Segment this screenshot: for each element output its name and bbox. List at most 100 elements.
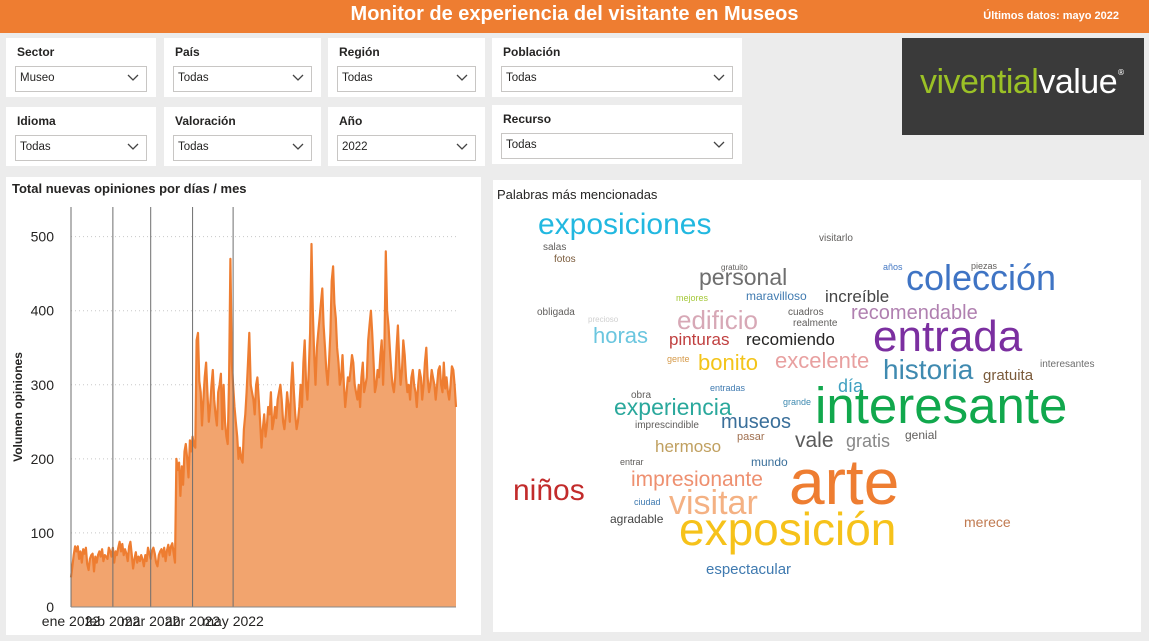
idioma-dropdown[interactable]: Todas (15, 135, 147, 161)
dropdown-value: Todas (342, 72, 373, 84)
wordcloud-word[interactable]: interesante (815, 377, 1068, 434)
wordcloud-word[interactable]: experiencia (614, 394, 732, 420)
logo-part-2: value (1038, 63, 1118, 101)
valoracion-dropdown[interactable]: Todas (173, 135, 312, 161)
wordcloud-word[interactable]: entrada (873, 312, 1023, 361)
wordcloud-word[interactable]: obra (631, 390, 652, 401)
wordcloud-word[interactable]: increíble (825, 287, 890, 306)
chevron-down-icon (713, 74, 725, 81)
wordcloud-word[interactable]: arte (789, 446, 900, 518)
y-tick-label: 500 (31, 229, 55, 245)
y-axis-title: Volumen opiniones (11, 352, 25, 462)
word-cloud[interactable]: exposiciones salas fotos visitarlo personal c… (493, 180, 1141, 632)
wordcloud-word[interactable]: hermoso (655, 437, 722, 456)
top-banner: Monitor de experiencia del visitante en … (0, 0, 1149, 33)
filter-anio: Año 2022 (328, 107, 485, 166)
wordcloud-word[interactable]: visitarlo (819, 233, 853, 244)
filter-label: País (175, 45, 200, 59)
wordcloud-word[interactable]: pinturas (669, 330, 730, 349)
chevron-down-icon (456, 143, 468, 150)
pais-dropdown[interactable]: Todas (173, 66, 312, 92)
wordcloud-word[interactable]: bonito (698, 350, 758, 375)
wordcloud-word[interactable]: entrar (620, 457, 644, 467)
filter-pais: País Todas (164, 38, 321, 97)
wordcloud-word[interactable]: espectacular (706, 561, 792, 578)
last-updated-label: Últimos datos: mayo 2022 (983, 10, 1119, 22)
wordcloud-word[interactable]: gente (667, 354, 690, 364)
wordcloud-word[interactable]: grande (783, 397, 812, 407)
chevron-down-icon (292, 143, 304, 150)
wordcloud-word[interactable]: realmente (793, 318, 838, 329)
dropdown-value: Museo (20, 72, 55, 84)
wordcloud-word[interactable]: edificio (677, 305, 758, 335)
region-dropdown[interactable]: Todas (337, 66, 476, 92)
filter-label: Valoración (175, 114, 236, 128)
wordcloud-word[interactable]: gratis (846, 431, 891, 451)
wordcloud-word[interactable]: precioso (588, 315, 619, 324)
anio-dropdown[interactable]: 2022 (337, 135, 476, 161)
wordcloud-word[interactable]: maravilloso (746, 289, 807, 303)
wordcloud-word[interactable]: genial (905, 428, 938, 442)
wordcloud-word[interactable]: historia (883, 354, 974, 385)
wordcloud-word[interactable]: años (883, 262, 903, 272)
wordcloud-word[interactable]: fotos (554, 254, 576, 265)
page-title: Monitor de experiencia del visitante en … (350, 3, 799, 25)
wordcloud-word[interactable]: recomendable (851, 302, 978, 324)
filter-sector: Sector Museo (6, 38, 156, 97)
x-tick-label: ene 2022 (42, 613, 101, 629)
chevron-down-icon (713, 141, 725, 148)
wordcloud-word[interactable]: niños (513, 474, 585, 507)
wordcloud-word[interactable]: exposiciones (538, 208, 712, 241)
wordcloud-word[interactable]: pasar (737, 431, 765, 443)
wordcloud-word[interactable]: personal (699, 264, 788, 290)
wordcloud-word[interactable]: merece (964, 514, 1011, 530)
filter-label: Año (339, 114, 363, 128)
wordcloud-word[interactable]: cuadros (788, 307, 824, 318)
wordcloud-word[interactable]: gratuito (721, 263, 748, 272)
reviews-chart-panel: Total nuevas opiniones por días / mes 0 1… (6, 177, 481, 635)
wordcloud-word[interactable]: interesantes (1040, 359, 1095, 370)
wordcloud-word[interactable]: museos (721, 411, 792, 433)
chevron-down-icon (456, 74, 468, 81)
wordcloud-word[interactable]: impresionante (631, 468, 763, 491)
wordcloud-word[interactable]: ciudad (634, 497, 661, 507)
filter-idioma: Idioma Todas (6, 107, 156, 166)
wordcloud-word[interactable]: entradas (710, 383, 746, 393)
filter-label: Idioma (17, 114, 56, 128)
wordcloud-word[interactable]: mejores (676, 293, 709, 303)
sector-dropdown[interactable]: Museo (15, 66, 147, 92)
x-tick-label: may 2022 (202, 613, 264, 629)
wordcloud-word[interactable]: recomiendo (746, 330, 835, 349)
y-tick-label: 200 (31, 451, 55, 467)
wordcloud-word[interactable]: exposición (679, 503, 897, 555)
wordcloud-word[interactable]: excelente (775, 348, 870, 373)
filter-recurso: Recurso Todas (492, 105, 742, 164)
wordcloud-word[interactable]: colección (906, 257, 1057, 298)
wordcloud-word[interactable]: día (838, 376, 864, 396)
chart-title: Total nuevas opiniones por días / mes (12, 181, 247, 196)
wordcloud-word[interactable]: visitar (669, 484, 758, 522)
poblacion-dropdown[interactable]: Todas (501, 66, 733, 92)
recurso-dropdown[interactable]: Todas (501, 133, 733, 159)
wordcloud-word[interactable]: vale (795, 429, 834, 452)
filter-label: Región (339, 45, 380, 59)
wordcloud-word[interactable]: gratuita (983, 367, 1034, 384)
y-tick-label: 0 (46, 599, 54, 615)
wordcloud-word[interactable]: piezas (971, 261, 998, 271)
series-line (69, 242, 458, 578)
wordcloud-word[interactable]: obligada (537, 307, 575, 318)
wordcloud-word[interactable]: agradable (610, 512, 664, 526)
filter-valoracion: Valoración Todas (164, 107, 321, 166)
wordcloud-word[interactable]: mundo (751, 455, 788, 469)
filter-label: Población (503, 45, 561, 59)
x-tick-label: mar 2022 (121, 613, 180, 629)
wordcloud-word[interactable]: salas (543, 242, 567, 253)
wordcloud-word[interactable]: imprescindible (635, 420, 699, 431)
wordcloud-word[interactable]: horas (593, 323, 649, 348)
filter-poblacion: Población Todas (492, 38, 742, 97)
chevron-down-icon (127, 143, 139, 150)
registered-mark: ® (1117, 68, 1125, 77)
company-logo: viventialvalue ® (902, 38, 1144, 135)
logo-part-1: vivential (920, 63, 1039, 101)
